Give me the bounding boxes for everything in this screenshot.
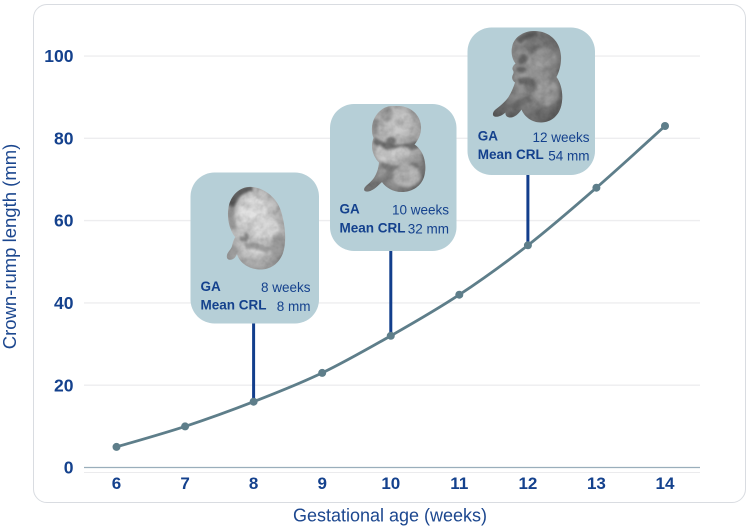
svg-text:8 weeks: 8 weeks bbox=[261, 280, 311, 295]
svg-text:14: 14 bbox=[656, 474, 675, 493]
svg-text:Mean CRL: Mean CRL bbox=[340, 221, 406, 236]
svg-text:40: 40 bbox=[54, 293, 74, 313]
svg-text:54 mm: 54 mm bbox=[548, 148, 589, 163]
svg-text:Gestational age (weeks): Gestational age (weeks) bbox=[293, 505, 487, 525]
svg-text:Mean CRL: Mean CRL bbox=[478, 147, 544, 162]
svg-text:9: 9 bbox=[317, 474, 326, 493]
svg-text:Mean CRL: Mean CRL bbox=[201, 298, 267, 313]
svg-text:6: 6 bbox=[112, 474, 121, 493]
svg-text:10: 10 bbox=[381, 474, 400, 493]
svg-text:8 mm: 8 mm bbox=[277, 299, 311, 314]
svg-text:GA: GA bbox=[340, 202, 361, 217]
svg-text:Crown-rump length (mm): Crown-rump length (mm) bbox=[0, 144, 20, 350]
svg-text:80: 80 bbox=[54, 128, 74, 148]
svg-text:12: 12 bbox=[518, 474, 537, 493]
svg-text:32 mm: 32 mm bbox=[408, 222, 449, 237]
svg-text:11: 11 bbox=[450, 474, 468, 493]
svg-text:GA: GA bbox=[201, 279, 222, 294]
svg-text:12 weeks: 12 weeks bbox=[532, 130, 589, 145]
svg-text:GA: GA bbox=[478, 129, 499, 144]
svg-text:13: 13 bbox=[587, 474, 606, 493]
svg-text:20: 20 bbox=[54, 375, 74, 395]
svg-text:100: 100 bbox=[44, 46, 73, 66]
svg-text:10 weeks: 10 weeks bbox=[392, 203, 449, 218]
svg-text:8: 8 bbox=[249, 474, 258, 493]
svg-text:7: 7 bbox=[180, 474, 189, 493]
svg-text:60: 60 bbox=[54, 211, 74, 231]
svg-text:0: 0 bbox=[64, 458, 74, 478]
